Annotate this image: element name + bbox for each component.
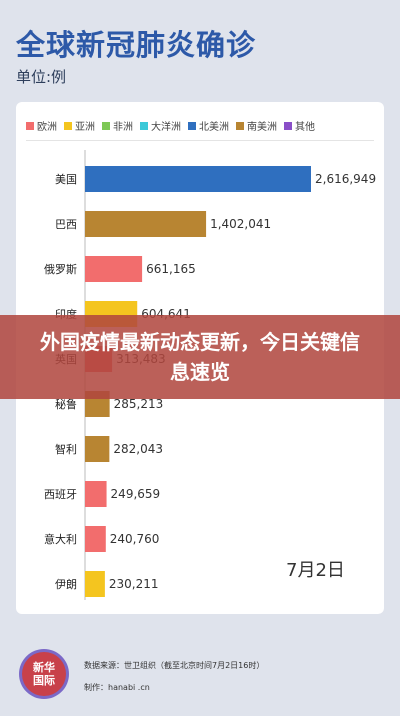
- bar: [85, 211, 207, 237]
- bar: [85, 481, 107, 507]
- category-label: 意大利: [44, 532, 77, 546]
- legend-label: 大洋洲: [151, 122, 181, 133]
- category-label: 秘鲁: [55, 397, 77, 411]
- legend-item: 亚洲: [64, 118, 95, 133]
- legend-item: 非洲: [102, 118, 133, 133]
- bar: [85, 166, 311, 192]
- value-label: 230,211: [109, 577, 159, 591]
- maker-credit: 制作：hanabi .cn: [84, 683, 150, 692]
- unit-label: 单位:例: [16, 68, 67, 86]
- logo-text: 新华国际: [33, 661, 55, 687]
- legend-swatch: [236, 121, 244, 130]
- category-label: 伊朗: [55, 578, 77, 591]
- bar: [85, 526, 106, 552]
- legend-label: 非洲: [113, 122, 133, 133]
- value-label: 1,402,041: [210, 217, 271, 231]
- legend-label: 南美洲: [247, 122, 277, 133]
- value-label: 2,616,949: [315, 172, 376, 186]
- category-label: 美国: [55, 173, 77, 186]
- category-label: 西班牙: [44, 488, 77, 501]
- footer: 新华国际 数据来源：世卫组织（截至北京时间7月2日16时） 制作：hanabi …: [0, 630, 400, 716]
- bar: [85, 256, 143, 282]
- category-label: 智利: [55, 442, 77, 456]
- legend-item: 大洋洲: [140, 118, 181, 133]
- value-label: 249,659: [111, 487, 161, 501]
- bar: [85, 436, 110, 462]
- xinhua-logo: 新华国际: [22, 652, 66, 696]
- category-label: 俄罗斯: [44, 263, 77, 276]
- legend-swatch: [140, 121, 148, 130]
- bar: [85, 571, 105, 597]
- data-source: 数据来源：世卫组织（截至北京时间7月2日16时）: [84, 661, 265, 670]
- legend-item: 欧洲: [26, 118, 57, 133]
- headline-text: 外国疫情最新动态更新，今日关键信息速览: [40, 330, 360, 384]
- legend-swatch: [102, 121, 110, 130]
- legend-item: 其他: [284, 118, 315, 133]
- legend-swatch: [188, 121, 196, 130]
- legend: 欧洲 亚洲 非洲 大洋洲 北美洲 南美洲 其他: [26, 118, 315, 133]
- value-label: 285,213: [114, 397, 164, 411]
- headline-banner[interactable]: 外国疫情最新动态更新，今日关键信息速览: [0, 315, 400, 399]
- legend-label: 北美洲: [199, 122, 229, 133]
- legend-divider: [26, 140, 374, 141]
- legend-item: 南美洲: [236, 118, 277, 133]
- legend-label: 其他: [295, 122, 315, 133]
- legend-swatch: [284, 121, 292, 130]
- value-label: 661,165: [146, 262, 196, 276]
- category-label: 巴西: [55, 218, 77, 231]
- legend-swatch: [26, 121, 34, 130]
- legend-item: 北美洲: [188, 118, 229, 133]
- legend-label: 欧洲: [37, 122, 57, 133]
- legend-label: 亚洲: [75, 122, 95, 133]
- legend-swatch: [64, 121, 72, 130]
- page-title: 全球新冠肺炎确诊: [16, 28, 257, 62]
- date-label: 7月2日: [286, 560, 345, 581]
- value-label: 240,760: [110, 532, 160, 546]
- value-label: 282,043: [113, 442, 163, 456]
